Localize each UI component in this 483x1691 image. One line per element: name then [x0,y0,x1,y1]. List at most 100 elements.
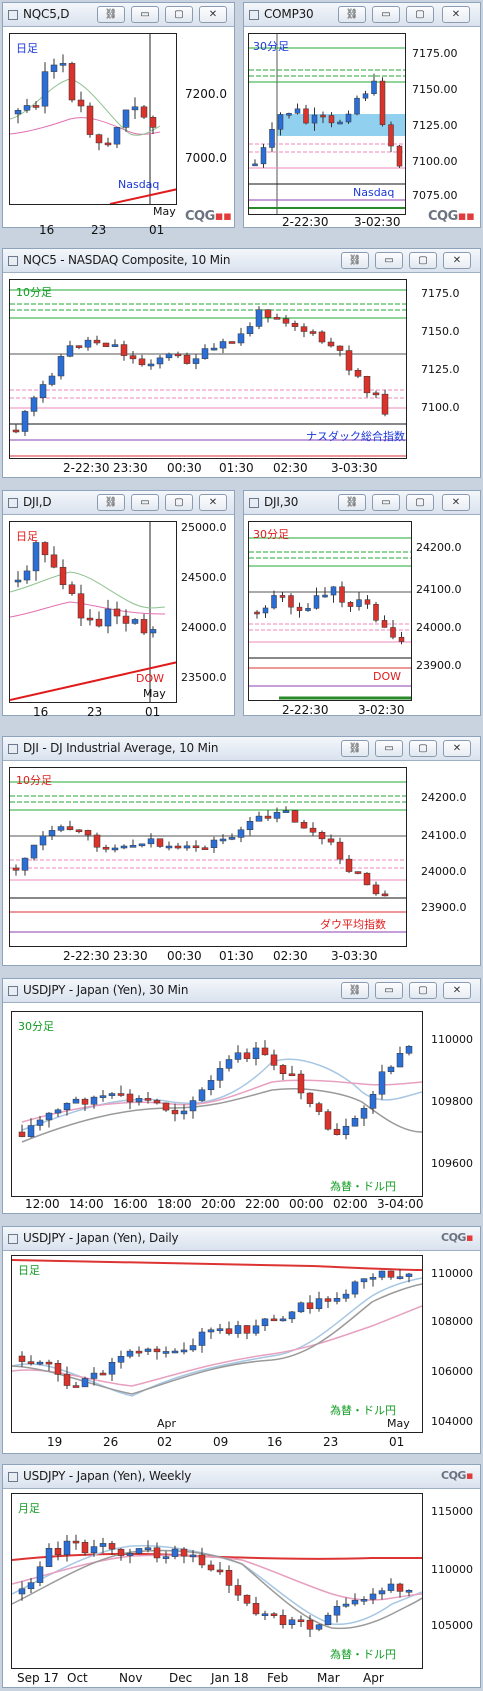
y-tick: 108000 [431,1315,473,1328]
candle-body [95,134,103,144]
titlebar[interactable]: DJI - DJ Industrial Average, 10 Min ⛓ ▭ … [3,737,480,761]
x-axis: 2-22:30 3-02:30 [248,215,406,233]
candle-body [260,147,267,165]
chart-plot[interactable]: 月足 為替・ドル円 [11,1493,423,1669]
candle-body [234,1585,242,1596]
titlebar[interactable]: NQC5 - NASDAQ Composite, 10 Min ⛓ ▭ ▢ ✕ [3,249,480,273]
titlebar[interactable]: USDJPY - Japan (Yen), Weekly CQG▪ [3,1465,480,1489]
candle-body [86,617,94,621]
link-button[interactable]: ⛓ [341,740,369,757]
candle-body [309,331,317,334]
minimize-button[interactable]: ▭ [372,494,400,511]
candle-body [149,116,157,128]
candle-body [294,108,301,114]
candle-body [273,812,281,819]
candle-body [261,1318,269,1327]
candle-body [63,1374,71,1386]
minimize-button[interactable]: ▭ [375,252,403,269]
chart-plot[interactable]: 30分足 為替・ドル円 [11,1011,423,1197]
chart-plot[interactable]: 日足 DOW [9,521,177,703]
candle-body [180,1110,188,1115]
maximize-button[interactable]: ▢ [409,982,437,999]
candle-body [59,63,67,66]
candle-body [113,608,121,617]
maximize-button[interactable]: ▢ [406,494,434,511]
link-button[interactable]: ⛓ [341,252,369,269]
maximize-button[interactable]: ▢ [165,494,193,511]
chart-plot[interactable]: 日足 Nasdaq [9,33,177,205]
chart-plot[interactable]: 10分足 ダウ平均指数 [9,767,407,947]
x-axis: 19 26 02 09 16 23 01 [11,1433,423,1451]
candle-body [333,1606,341,1616]
x-tick: 16 [33,705,49,719]
candle-body [255,815,263,822]
symbol-label: DOW [136,672,165,685]
minimize-button[interactable]: ▭ [131,494,159,511]
link-button[interactable]: ⛓ [338,494,366,511]
candle-body [219,838,227,842]
titlebar[interactable]: USDJPY - Japan (Yen), Daily CQG▪ [3,1227,480,1251]
window-title: USDJPY - Japan (Yen), Daily [23,1231,179,1245]
close-button[interactable]: ✕ [199,494,227,511]
maximize-button[interactable]: ▢ [409,252,437,269]
candle-body [315,1298,323,1309]
minimize-button[interactable]: ▭ [372,6,400,23]
x-tick: 01 [149,223,165,237]
candle-body [354,97,360,115]
x-upper-label: Apr [157,1417,177,1430]
candle-body [153,1348,161,1353]
titlebar[interactable]: DJI,D ⛓ ▭ ▢ ✕ [3,491,234,515]
candle-body [138,358,146,366]
titlebar[interactable]: COMP30 ⛓ ▭ ▢ ✕ [244,3,480,27]
candle-body [360,1599,368,1602]
titlebar[interactable]: DJI,30 ⛓ ▭ ▢ ✕ [244,491,480,515]
link-button[interactable]: ⛓ [338,6,366,23]
chart-plot[interactable]: 10分足 ナスダック総合指数 [9,279,407,459]
candle-body [140,619,148,634]
link-button[interactable]: ⛓ [341,982,369,999]
chart-plot[interactable]: 30分足 DOW [248,521,412,701]
candle-body [48,375,56,385]
chart-plot[interactable]: 日足 為替・ドル円 [11,1255,423,1433]
candle-body [387,1583,395,1591]
chart-svg [10,781,406,933]
period-label: 30分足 [18,1020,54,1033]
link-button[interactable]: ⛓ [97,494,125,511]
minimize-button[interactable]: ▭ [375,740,403,757]
minimize-button[interactable]: ▭ [131,6,159,23]
close-button[interactable]: ✕ [443,740,471,757]
chart-svg [12,1534,422,1637]
minimize-button[interactable]: ▭ [375,982,403,999]
maximize-button[interactable]: ▢ [165,6,193,23]
candle-body [18,1355,26,1362]
candle-body [270,1054,278,1066]
maximize-button[interactable]: ▢ [406,6,434,23]
y-tick: 115000 [431,1505,473,1518]
candle-body [345,113,352,123]
y-tick: 24500.0 [181,571,227,584]
close-button[interactable]: ✕ [443,982,471,999]
close-button[interactable]: ✕ [443,252,471,269]
y-tick: 104000 [431,1415,473,1428]
symbol-label: 為替・ドル円 [330,1648,396,1661]
close-button[interactable]: ✕ [199,6,227,23]
titlebar[interactable]: NQC5,D ⛓ ▭ ▢ ✕ [3,3,234,27]
candle-body [63,1102,71,1111]
x-axis: 12:00 14:00 16:00 18:00 20:00 22:00 00:0… [11,1195,424,1213]
period-label: 日足 [16,530,38,543]
window-dji-10min: DJI - DJ Industrial Average, 10 Min ⛓ ▭ … [2,736,481,966]
titlebar[interactable]: USDJPY - Japan (Yen), 30 Min ⛓ ▭ ▢ ✕ [3,979,480,1003]
close-button[interactable]: ✕ [442,494,470,511]
candle-body [39,384,47,398]
candle-body [210,347,218,351]
candle-body [219,341,227,349]
maximize-button[interactable]: ▢ [409,740,437,757]
link-button[interactable]: ⛓ [97,6,125,23]
candle-body [171,1109,179,1115]
period-label: 10分足 [16,286,52,299]
x-tick: Dec [169,1671,193,1685]
candle-body [27,1125,35,1137]
chart-plot[interactable]: 30分足 Nasdaq [248,33,406,215]
close-button[interactable]: ✕ [442,6,470,23]
candle-body [189,1100,197,1112]
